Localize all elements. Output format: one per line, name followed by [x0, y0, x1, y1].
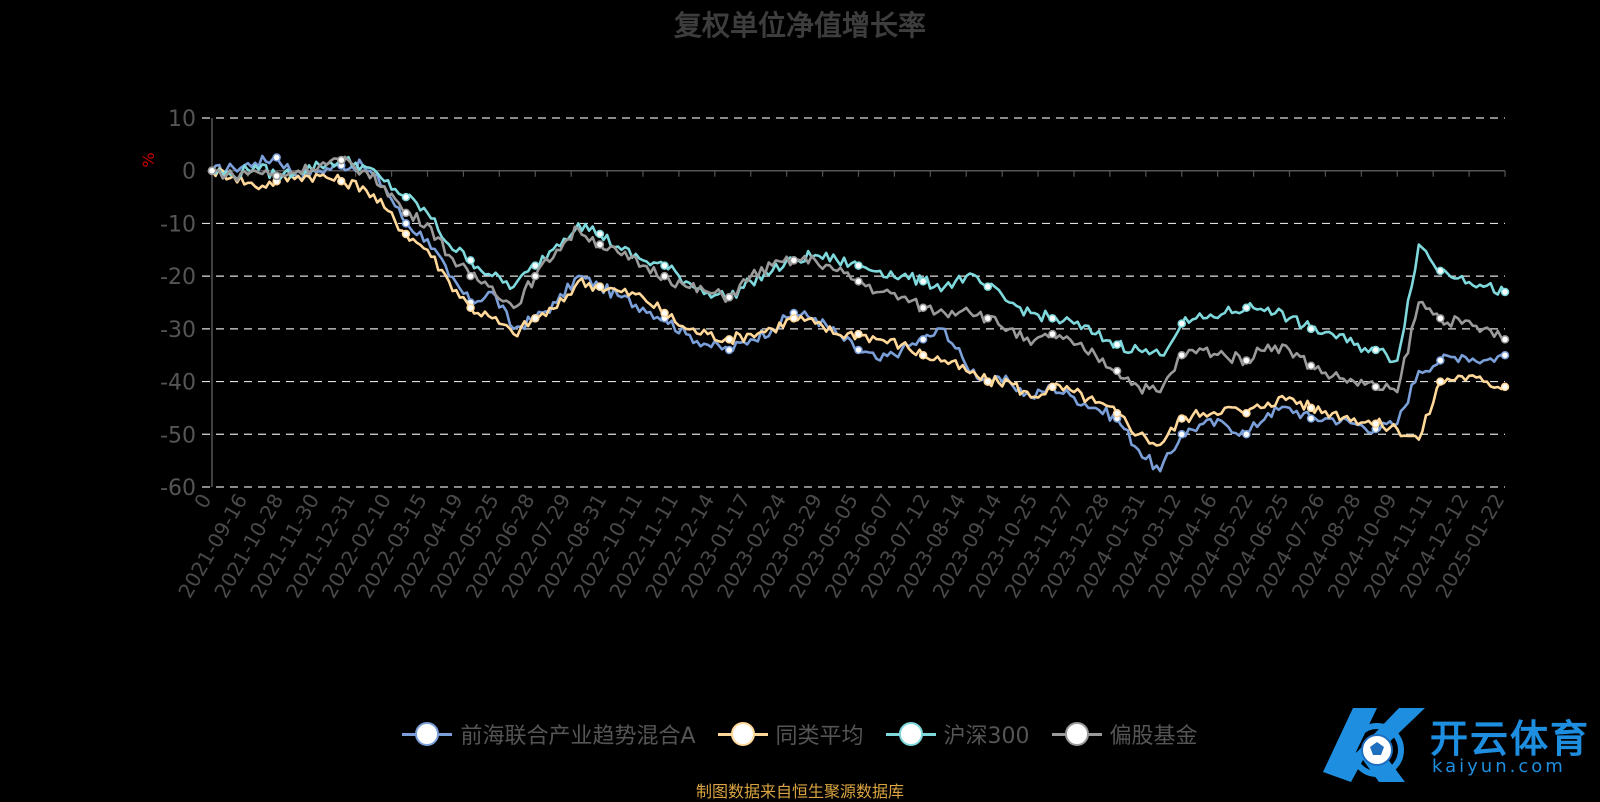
legend-label-csi300: 沪深300 — [943, 724, 1030, 749]
series-point — [401, 229, 411, 239]
series-point — [1242, 408, 1251, 418]
y-tick-label: 10 — [168, 107, 196, 132]
series-point — [1500, 287, 1510, 297]
legend-label-equity-funds: 偏股基金 — [1109, 724, 1198, 749]
series-point — [1242, 356, 1251, 365]
series-point — [1500, 335, 1510, 344]
series-point — [1242, 303, 1251, 313]
data-source-note: 制图数据来自恒生聚源数据库 — [695, 782, 904, 801]
series-point — [1177, 319, 1186, 328]
series-line — [211, 155, 1506, 395]
series-point — [1371, 382, 1380, 392]
series-line — [210, 154, 1506, 473]
series-point — [983, 314, 993, 323]
series-point — [531, 261, 540, 270]
series-point — [660, 308, 669, 318]
series-point — [1242, 430, 1251, 439]
legend-item-equity-funds[interactable]: 偏股基金 — [1051, 718, 1198, 750]
series-point — [918, 303, 928, 313]
series-point — [1306, 324, 1316, 334]
series-point — [1500, 382, 1510, 392]
legend-swatch-fund — [402, 722, 453, 746]
series-point — [1306, 414, 1316, 423]
series-point — [531, 271, 540, 281]
legend-item-fund[interactable]: 前海联合产业趋势混合A — [402, 718, 696, 750]
legend-swatch-equity-funds — [1051, 722, 1102, 746]
kaiyun-logo — [1323, 708, 1425, 782]
series-point — [918, 335, 928, 344]
series-point — [1436, 356, 1445, 365]
y-tick-label: -20 — [160, 265, 196, 290]
series-point — [724, 335, 734, 344]
series-point — [660, 261, 669, 270]
logo-ball-patch — [1370, 742, 1384, 755]
series-point — [1112, 340, 1122, 349]
y-tick-label: 0 — [182, 160, 196, 185]
series-point — [531, 314, 540, 323]
series-point — [1177, 350, 1186, 360]
series-point — [724, 292, 734, 302]
series-point — [207, 166, 217, 175]
series-point — [983, 377, 993, 386]
series-point — [595, 229, 605, 239]
series-point — [466, 271, 475, 281]
y-tick-label: -50 — [160, 423, 196, 448]
series-point — [854, 261, 863, 270]
legend-item-csi300[interactable]: 沪深300 — [885, 718, 1030, 750]
series-point — [1436, 377, 1445, 386]
series-point — [724, 345, 734, 355]
logo-ring — [1350, 723, 1404, 777]
series-point — [1371, 419, 1380, 428]
legend: 前海联合产业趋势混合A 同类平均 沪深300 偏股基金 — [0, 718, 1600, 750]
series-point — [401, 219, 411, 228]
series-point — [401, 192, 411, 202]
series-point — [1500, 350, 1510, 360]
series-point — [854, 345, 863, 355]
series-point — [660, 271, 669, 281]
series-point — [466, 303, 475, 313]
series-point — [272, 171, 281, 181]
series-point — [1112, 366, 1122, 376]
legend-swatch-peer-average — [717, 722, 768, 746]
series-point — [1306, 403, 1316, 413]
series-point — [789, 314, 799, 323]
series-point — [983, 282, 993, 291]
series-point — [918, 277, 928, 286]
y-axis-label: % — [139, 152, 158, 167]
series-point — [595, 282, 605, 291]
series-point — [1306, 361, 1316, 371]
series-point — [337, 155, 346, 165]
x-tick-label: 0 — [189, 490, 216, 513]
series-point — [918, 350, 928, 360]
y-tick-label: -30 — [160, 318, 196, 343]
series-point — [1112, 408, 1122, 418]
chart-title: 复权单位净值增长率 — [673, 9, 926, 42]
legend-item-peer-average[interactable]: 同类平均 — [717, 718, 864, 750]
series-point — [466, 256, 475, 265]
legend-label-fund: 前海联合产业趋势混合A — [460, 724, 696, 749]
series-point — [595, 240, 605, 249]
series-point — [1177, 414, 1186, 423]
series-point — [1048, 329, 1057, 339]
series-point — [272, 153, 281, 162]
y-tick-label: -10 — [160, 212, 196, 237]
series-point — [337, 177, 346, 186]
logo-name: 开云体育 — [1430, 717, 1591, 761]
y-tick-label: -40 — [160, 371, 196, 396]
series-point — [1371, 345, 1380, 355]
series-point — [1177, 430, 1186, 439]
logo-domain: kaiyun.com — [1432, 756, 1566, 777]
series-point — [1436, 314, 1445, 323]
series-point — [1048, 382, 1057, 392]
series-point — [854, 329, 863, 339]
series-point — [854, 277, 863, 286]
series-point — [1048, 314, 1057, 323]
series-point — [1436, 266, 1445, 276]
series-point — [401, 208, 411, 218]
legend-label-peer-average: 同类平均 — [775, 724, 864, 749]
y-tick-label: -60 — [160, 476, 196, 501]
legend-swatch-csi300 — [885, 722, 936, 746]
series-point — [789, 256, 799, 265]
